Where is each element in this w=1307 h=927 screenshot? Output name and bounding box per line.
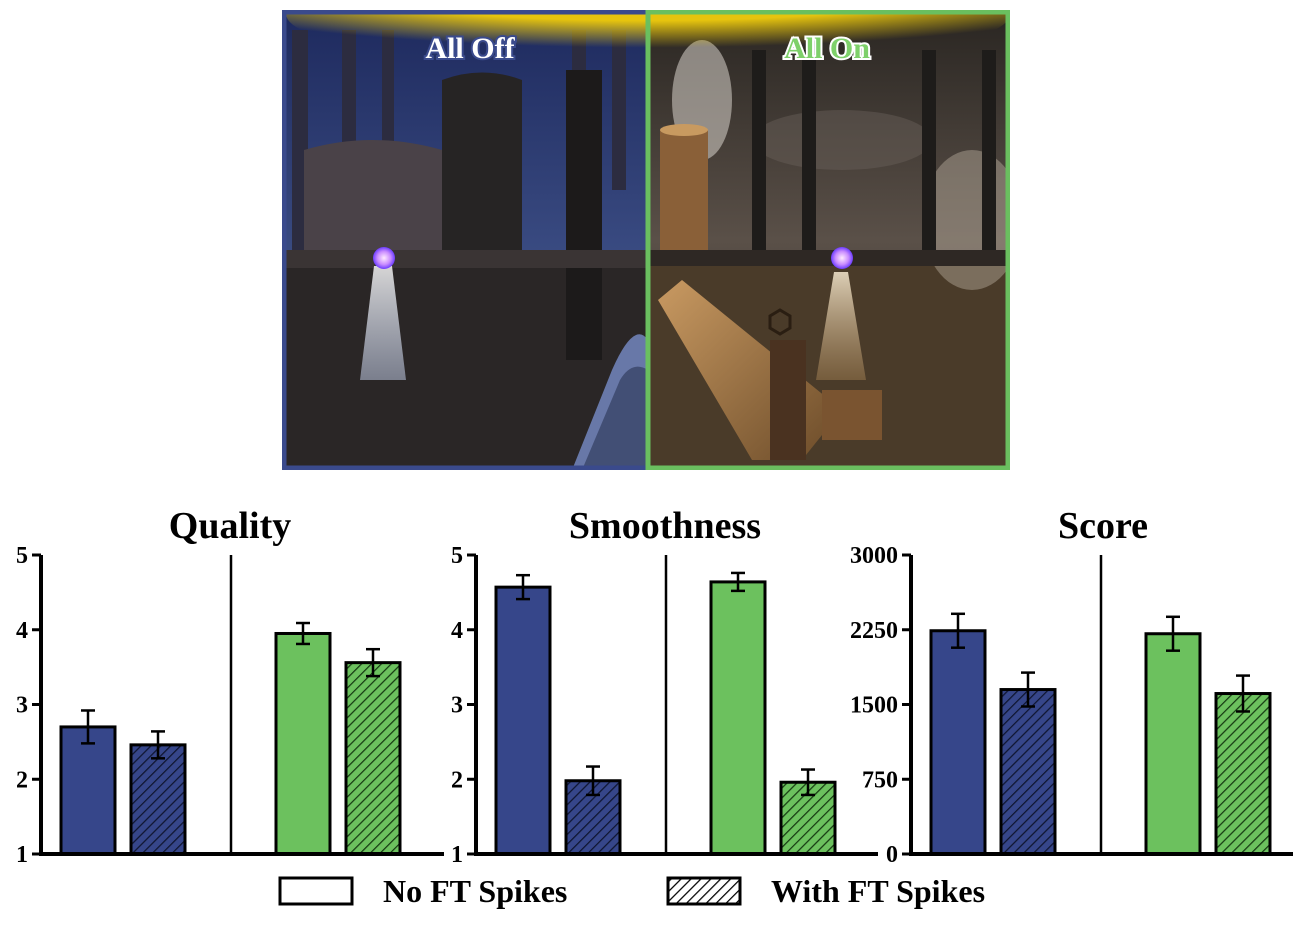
chart-title: Score: [1058, 505, 1148, 547]
all-on-label: All On: [784, 32, 870, 65]
game-scene-comparison: All Off All On: [282, 10, 1010, 470]
all-on-view: [648, 14, 1010, 466]
charts-area: Quality 1 2 3 4 5 Smoothness 1 2 3 4 5 Score 0 750 1500…: [16, 505, 1293, 909]
chart-score: Score 0 750 1500 2250 3000: [850, 505, 1293, 868]
bar: [59, 725, 117, 856]
bar: [494, 585, 552, 856]
chart-title: Quality: [169, 505, 291, 547]
y-tick-label: 750: [862, 767, 898, 793]
orb-icon-on: [831, 247, 853, 269]
bar: [1214, 692, 1272, 856]
chart-quality: Quality 1 2 3 4 5: [16, 505, 444, 868]
all-off-view: [286, 14, 648, 470]
y-tick-label: 3: [16, 693, 28, 719]
bar: [129, 743, 187, 856]
bar: [929, 629, 987, 856]
y-tick-label: 4: [16, 618, 28, 644]
chart-smoothness: Smoothness 1 2 3 4 5: [451, 505, 878, 868]
bar: [709, 580, 767, 856]
y-tick-label: 3: [451, 693, 463, 719]
y-tick-label: 3000: [850, 543, 898, 569]
y-tick-label: 0: [886, 842, 898, 868]
y-tick-label: 1: [451, 842, 463, 868]
legend-label-no-spikes: No FT Spikes: [383, 873, 567, 909]
all-off-label: All Off: [425, 32, 515, 65]
y-tick-label: 4: [451, 618, 463, 644]
bar: [1144, 632, 1202, 856]
rifle-icon: [658, 280, 882, 460]
chart-title: Smoothness: [569, 505, 761, 547]
bar: [344, 661, 402, 856]
y-tick-label: 5: [16, 543, 28, 569]
legend: No FT Spikes With FT Spikes: [278, 873, 985, 909]
y-tick-label: 2: [451, 767, 463, 793]
orb-icon: [373, 247, 395, 269]
y-tick-label: 2: [16, 767, 28, 793]
all-on-frame: [645, 10, 1010, 470]
y-tick-label: 5: [451, 543, 463, 569]
y-tick-label: 2250: [850, 618, 898, 644]
bar: [274, 631, 332, 856]
legend-swatch-with-spikes: [666, 876, 742, 906]
legend-label-with-spikes: With FT Spikes: [771, 873, 985, 909]
legend-swatch-no-spikes: [278, 876, 354, 906]
y-tick-label: 1500: [850, 693, 898, 719]
bar: [999, 688, 1057, 856]
y-tick-label: 1: [16, 842, 28, 868]
